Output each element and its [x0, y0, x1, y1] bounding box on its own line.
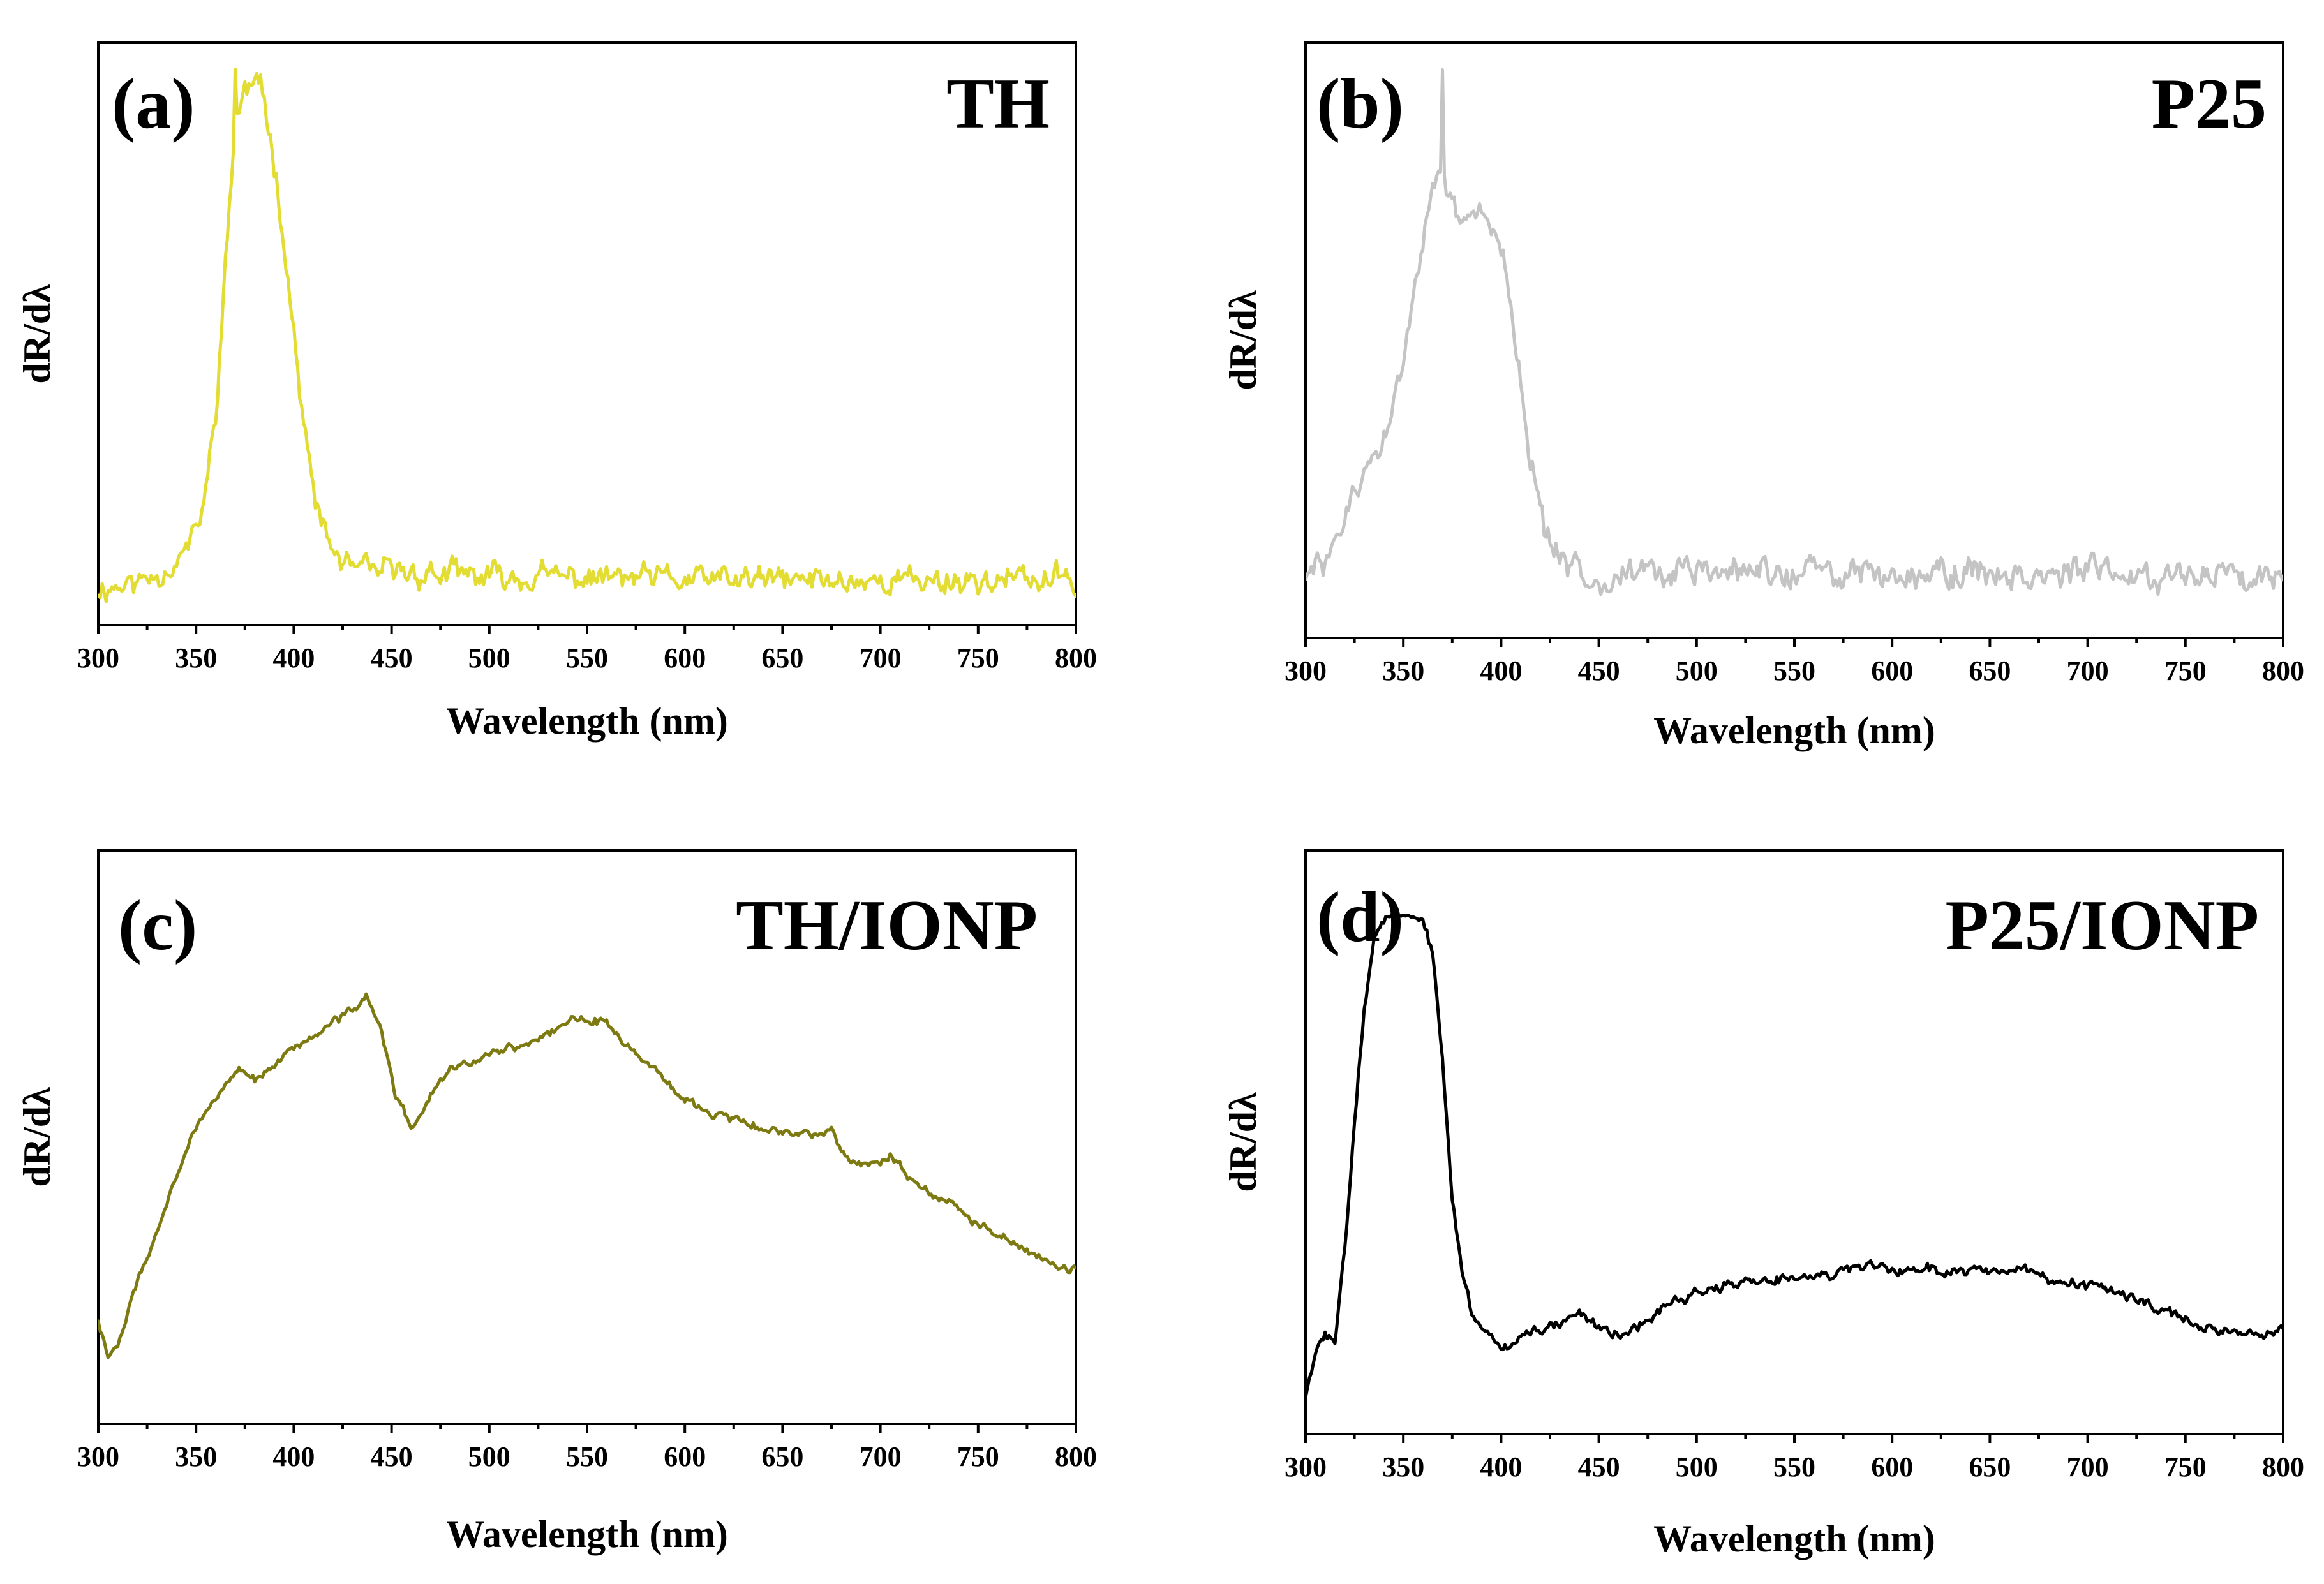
- y-axis-title: dR/dλ: [1222, 290, 1264, 390]
- plot-frame: [97, 41, 1077, 626]
- x-tick-label: 300: [77, 642, 119, 674]
- x-tick-label: 500: [1676, 1451, 1718, 1483]
- x-axis-title: Wavelength (nm): [1653, 1518, 1935, 1560]
- x-tick-label: 500: [468, 642, 510, 674]
- x-tick-label: 800: [1055, 642, 1097, 674]
- series-line-p25: [1306, 68, 2283, 596]
- plot-frame: [1304, 41, 2284, 639]
- x-tick-label: 450: [1578, 655, 1620, 686]
- x-tick-label: 450: [1578, 1451, 1620, 1483]
- panel-tag: (b): [1316, 64, 1404, 144]
- panel-c: 300 350 400 450 500 550 600 650 700 750 800 Wavelen…: [16, 849, 1097, 1555]
- x-tick-label: 700: [2067, 1451, 2109, 1483]
- x-tick-label: 650: [1969, 655, 2011, 686]
- x-tick-label: 400: [272, 1441, 315, 1472]
- y-axis-title: dR/dλ: [1222, 1092, 1264, 1192]
- x-tick-label: 450: [371, 1441, 413, 1472]
- panel-d: 300 350 400 450 500 550 600 650 700 750 800 Wavelen…: [1222, 849, 2304, 1560]
- x-tick-label: 600: [664, 642, 706, 674]
- x-axis-title: Wavelength (nm): [1653, 709, 1935, 751]
- x-tick-label: 350: [175, 642, 217, 674]
- x-tick-label: 550: [1773, 655, 1815, 686]
- x-tick-label: 500: [468, 1441, 510, 1472]
- panel-b: 300 350 400 450 500 550 600 650 700 750 800 Wavelen…: [1222, 41, 2304, 751]
- x-tick-label: 400: [1480, 1451, 1522, 1483]
- x-tick-label: 600: [1871, 655, 1913, 686]
- x-tick-label: 350: [1382, 655, 1424, 686]
- sample-name: P25: [2152, 64, 2267, 144]
- sample-name: TH: [946, 64, 1050, 144]
- y-axis-title: dR/dλ: [16, 1087, 58, 1187]
- x-tick-label: 400: [272, 642, 315, 674]
- x-tick-label: 650: [761, 642, 803, 674]
- x-tick-label: 750: [2164, 1451, 2207, 1483]
- x-tick-label: 700: [2067, 655, 2109, 686]
- x-tick-label: 300: [77, 1441, 119, 1472]
- series-line-th: [98, 68, 1076, 603]
- panel-a: 300 350 400 450 500 550 600 650 700 750 800 Wavelen…: [16, 41, 1097, 742]
- x-tick-label: 550: [566, 1441, 608, 1472]
- x-tick-label: 800: [2262, 1451, 2304, 1483]
- x-tick-label: 350: [175, 1441, 217, 1472]
- x-tick-label: 700: [860, 642, 902, 674]
- series-line-p25-ionp: [1306, 909, 2283, 1400]
- series-line-th-ionp: [98, 992, 1076, 1359]
- x-tick-label: 700: [860, 1441, 902, 1472]
- x-tick-label: 550: [566, 642, 608, 674]
- sample-name: TH/IONP: [736, 886, 1038, 965]
- x-tick-label: 650: [761, 1441, 803, 1472]
- x-tick-label: 600: [664, 1441, 706, 1472]
- x-tick-label: 300: [1285, 1451, 1327, 1483]
- x-tick-label: 500: [1676, 655, 1718, 686]
- x-tick-label: 600: [1871, 1451, 1913, 1483]
- x-tick-label: 750: [2164, 655, 2207, 686]
- x-tick-label: 450: [371, 642, 413, 674]
- x-tick-label: 800: [1055, 1441, 1097, 1472]
- y-axis-title: dR/dλ: [16, 284, 58, 384]
- x-axis-title: Wavelength (nm): [446, 700, 728, 742]
- x-tick-label: 550: [1773, 1451, 1815, 1483]
- x-tick-label: 350: [1382, 1451, 1424, 1483]
- x-tick-label: 750: [957, 642, 999, 674]
- x-axis-title: Wavelength (nm): [446, 1513, 728, 1555]
- x-tick-label: 650: [1969, 1451, 2011, 1483]
- x-tick-label: 750: [957, 1441, 999, 1472]
- x-tick-label: 800: [2262, 655, 2304, 686]
- panel-tag: (a): [112, 64, 195, 144]
- x-tick-label: 300: [1285, 655, 1327, 686]
- sample-name: P25/IONP: [1945, 886, 2259, 965]
- panel-tag: (c): [118, 886, 197, 965]
- x-tick-label: 400: [1480, 655, 1522, 686]
